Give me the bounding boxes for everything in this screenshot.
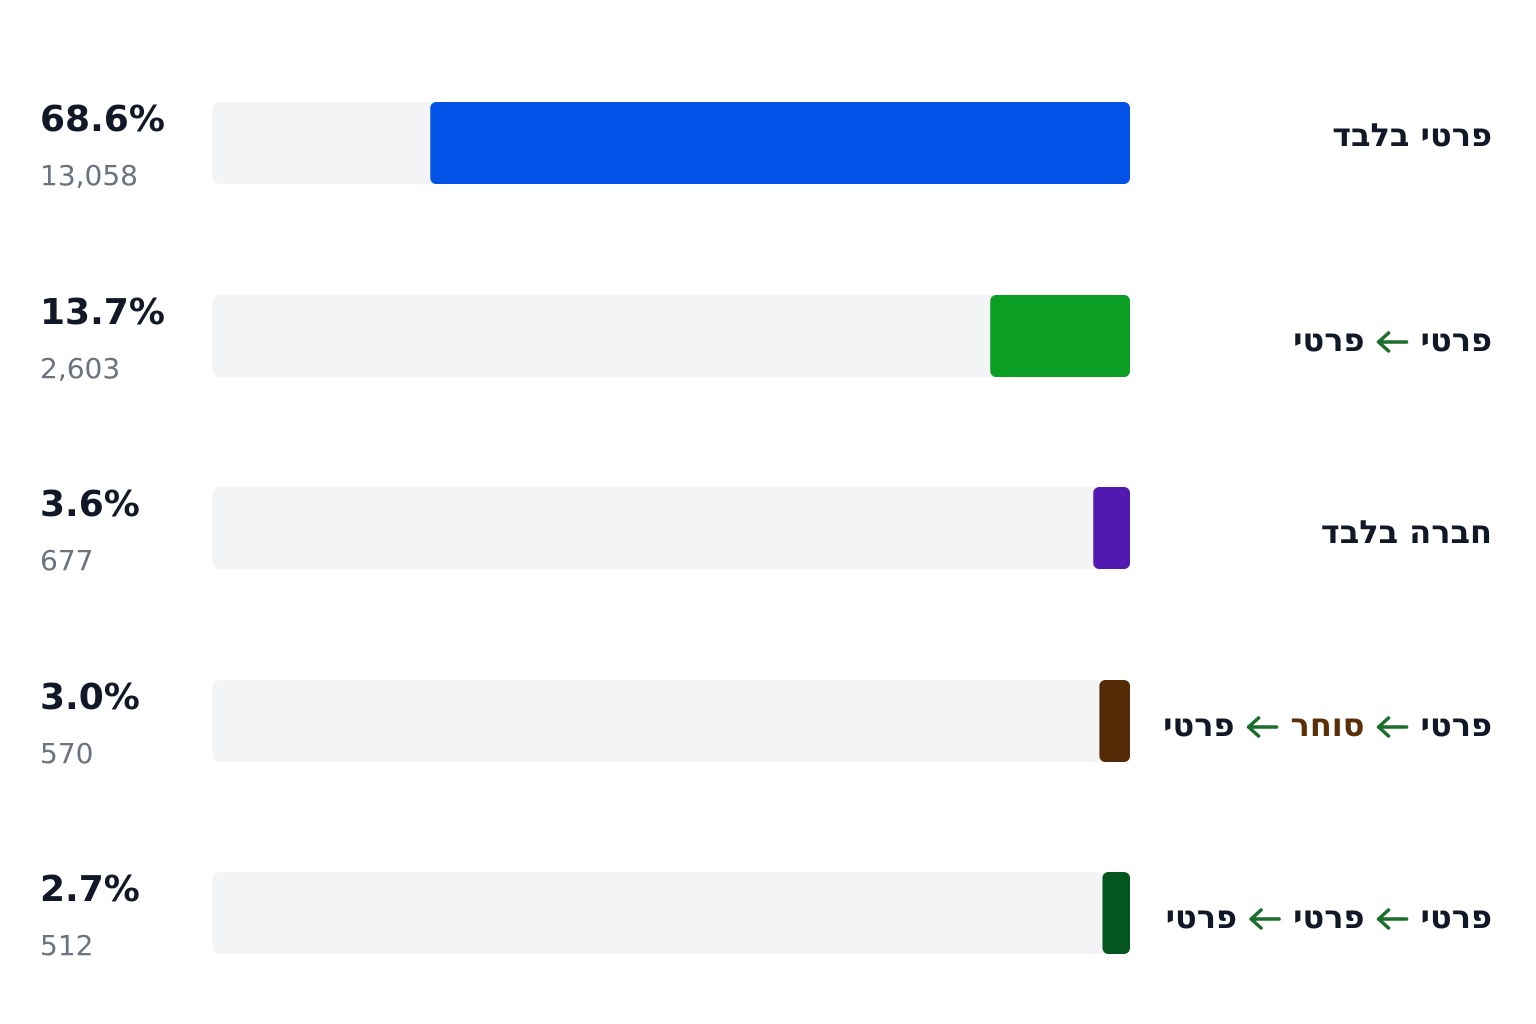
bar [990,295,1130,377]
arrow [1376,908,1409,930]
category-label: פרטי [1163,706,1234,744]
percent-label: 3.0% [40,677,140,718]
percent-label: 68.6% [40,99,165,140]
arrow [1246,716,1279,738]
count-label: 512 [40,929,93,962]
arrow [1249,908,1281,930]
bar [1099,680,1130,762]
category-label: פרטי [1421,321,1492,359]
bar-track [212,295,1130,377]
bar [430,102,1130,184]
arrow [1376,331,1409,353]
count-label: 2,603 [40,352,120,385]
category-label: סוחר [1291,706,1365,744]
bar-track [212,680,1130,762]
bar-track [212,487,1130,569]
bar [1093,487,1130,569]
category-label: פרטי [1293,321,1364,359]
bar-track [212,872,1130,954]
percent-label: 2.7% [40,869,140,910]
count-label: 570 [40,737,93,770]
percent-label: 3.6% [40,484,140,525]
category-label: פרטי [1421,898,1492,936]
bar [1102,872,1130,954]
category-label: פרטי [1293,898,1364,936]
category-label: פרטי [1421,706,1492,744]
count-label: 677 [40,544,93,577]
category-label: פרטי בלבד [1332,116,1492,154]
percent-label: 13.7% [40,292,165,333]
category-label: חברה בלבד [1321,513,1492,551]
category-label: פרטי [1166,898,1237,936]
count-label: 13,058 [40,159,138,192]
arrow [1376,716,1409,738]
